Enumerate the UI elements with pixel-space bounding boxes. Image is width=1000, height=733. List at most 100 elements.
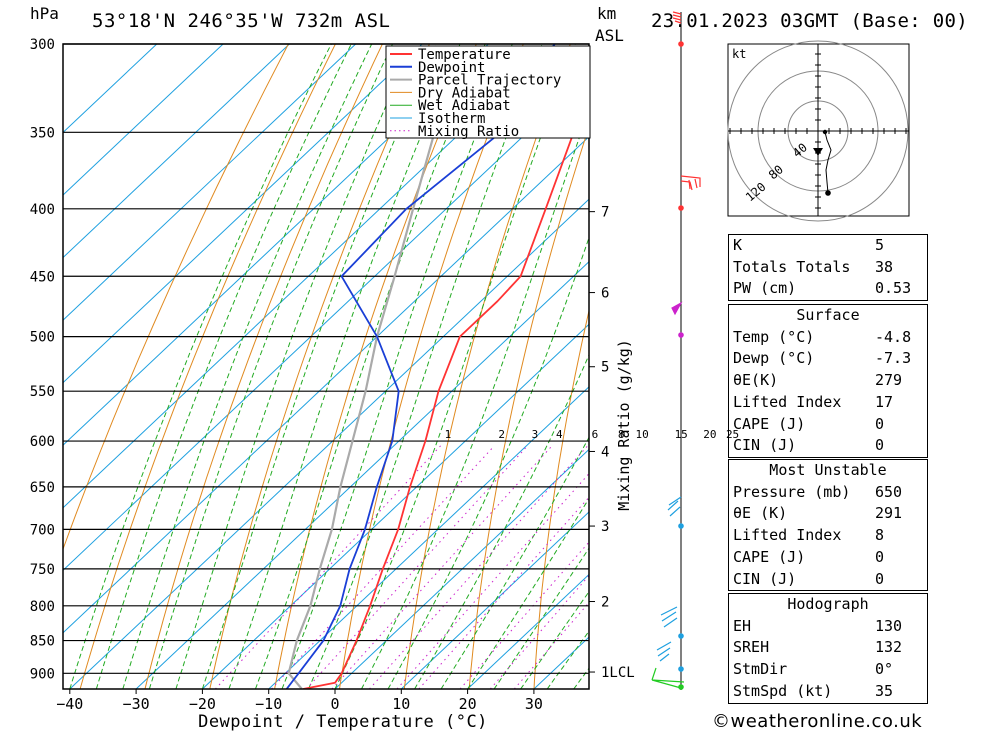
profiles: [285, 44, 589, 689]
wet-adiabat-line: [387, 236, 589, 689]
axis-labels: 1 2 3 4 6 8 10 15 20 2530035040045050055060065070…: [30, 37, 739, 732]
mixing-ratio-label: 4: [556, 428, 563, 441]
wet-adiabat-line: [414, 353, 589, 689]
wind-level-dot: [678, 41, 684, 47]
surface-row: Lifted Index 17: [733, 392, 894, 411]
pressure-label: 850: [30, 634, 55, 650]
hodograph-trace: [824, 131, 832, 194]
isotherm-line: [63, 44, 423, 384]
wet-adiabat-line: [148, 44, 393, 689]
mixing-ratio-label: 2: [498, 428, 505, 441]
wind-level-dot: [678, 684, 684, 690]
x-tick-label: −20: [189, 695, 216, 713]
legend-label: Wet Adiabat: [418, 98, 511, 114]
index-row-pw: PW (cm) 0.53: [733, 279, 912, 298]
legend-label: Parcel Trajectory: [418, 73, 561, 89]
mixing-ratio-label: 10: [635, 428, 648, 441]
isotherm-line: [63, 135, 589, 634]
pressure-label: 650: [30, 480, 55, 496]
wet-adiabat-line: [69, 44, 332, 689]
legend-box: [385, 45, 591, 139]
pressure-label: 750: [30, 562, 55, 578]
wet-adiabat-line: [361, 108, 589, 689]
mixing-ratio-label: 25: [726, 428, 739, 441]
copyright-link[interactable]: ©weatheronline.co.uk: [712, 711, 923, 732]
legend-label: Isotherm: [418, 111, 485, 127]
km-label: 2: [601, 595, 609, 611]
hodograph-point: [825, 190, 831, 196]
wind-barb: [671, 301, 683, 316]
km-label: 1LCL: [601, 665, 635, 681]
x-tick-label: 0: [330, 695, 339, 713]
pressure-label: 900: [30, 666, 55, 682]
mixing-ratio-line: [305, 445, 528, 689]
mu-row: CAPE (J) 0: [733, 547, 885, 566]
x-tick-label: −10: [255, 695, 282, 713]
km-label: 4: [601, 444, 609, 460]
legend-label: Temperature: [418, 47, 511, 63]
mixing-ratio-line: [459, 541, 589, 689]
mixing-ratio-label: 20: [703, 428, 716, 441]
km-label: 6: [601, 286, 609, 302]
isotherm-line: [63, 44, 158, 134]
wind-barb: [667, 496, 682, 517]
most-unstable-title: Most Unstable: [769, 461, 887, 479]
mixing-ratio-line: [369, 445, 589, 689]
surface-title: Surface: [796, 306, 860, 324]
surface-row: Temp (°C) -4.8: [733, 327, 912, 346]
km-label: 7: [601, 205, 609, 221]
dry-adiabat-line: [63, 44, 289, 551]
mixing-ratio-axis-label: Mixing Ratio (g/kg): [615, 339, 633, 511]
surface-row: Dewp (°C) -7.3: [733, 349, 912, 368]
wet-adiabat-line: [95, 44, 352, 689]
wet-adiabat-line: [228, 44, 461, 689]
hodograph-point: [822, 129, 828, 135]
mixing-ratio-line: [418, 496, 589, 689]
isotherm-line: [400, 511, 589, 689]
mixing-ratio-line: [271, 445, 495, 689]
isotherm-line: [63, 73, 589, 572]
parcel-trajectory-line: [287, 80, 457, 689]
index-row-totals: Totals Totals 38: [733, 257, 894, 276]
km-label: 3: [601, 519, 609, 535]
hodograph-unit: kt: [732, 47, 746, 61]
pressure-label: 700: [30, 522, 55, 538]
hodo-row: StmDir 0°: [733, 660, 894, 679]
wet-adiabat-line: [281, 44, 513, 689]
pressure-label: 600: [30, 434, 55, 450]
dry-adiabat-line: [403, 44, 571, 689]
pressure-label: 450: [30, 269, 55, 285]
isotherm-line: [63, 44, 224, 196]
hodograph-title: Hodograph: [787, 595, 869, 613]
mixing-ratio-label: 6: [592, 428, 599, 441]
datetime-title: 23.01.2023 03GMT (Base: 00): [651, 10, 968, 32]
pressure-label: 800: [30, 599, 55, 615]
isotherm-line: [63, 44, 357, 321]
dry-adiabat-line: [533, 308, 589, 689]
wind-barb: [660, 606, 678, 628]
km-label: km: [597, 4, 617, 23]
wind-barb: [680, 175, 701, 191]
wet-adiabat-line: [440, 436, 589, 689]
mu-row: CIN (J) 0: [733, 569, 885, 588]
x-axis-label: Dewpoint / Temperature (°C): [198, 712, 488, 732]
dry-adiabat-line: [144, 44, 383, 689]
wind-barb: [672, 11, 682, 24]
mu-row: Lifted Index 8: [733, 526, 885, 545]
legend-label: Dry Adiabat: [418, 85, 511, 101]
wet-adiabat-line: [122, 44, 373, 689]
mixing-ratio-line: [513, 601, 589, 689]
wet-adiabat-line: [493, 547, 589, 689]
mu-row: θE (K) 291: [733, 504, 903, 523]
legend-label: Mixing Ratio: [418, 124, 519, 140]
wet-adiabat-line: [308, 44, 543, 689]
wind-level-dot: [678, 633, 684, 639]
location-title: 53°18'N 246°35'W 732m ASL: [92, 10, 391, 32]
isotherm-line: [63, 44, 290, 259]
wind-level-dot: [678, 205, 684, 211]
pressure-label: 300: [30, 37, 55, 53]
x-tick-label: 10: [392, 695, 410, 713]
dry-adiabat-line: [79, 44, 336, 689]
